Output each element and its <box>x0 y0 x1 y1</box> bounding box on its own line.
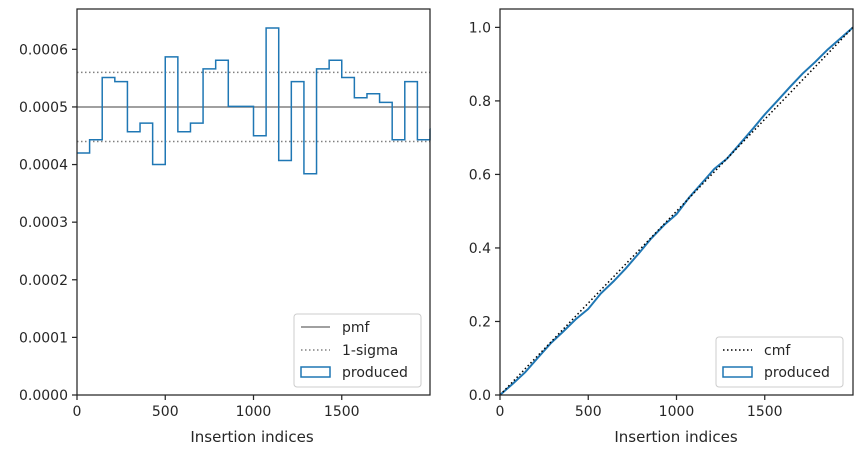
y-tick-label: 1.0 <box>469 20 491 36</box>
x-tick-label: 1500 <box>747 404 783 420</box>
x-tick-label: 1000 <box>236 404 272 420</box>
pmf-histogram-x-axis-label: Insertion indices <box>190 428 313 446</box>
legend-produced-swatch <box>300 366 331 378</box>
legend-box <box>293 313 422 388</box>
legend-sigma-label: 1-sigma <box>342 343 398 359</box>
y-tick-label: 0.0005 <box>19 100 68 116</box>
y-tick-label: 0.0004 <box>19 158 68 174</box>
legend-produced-label: produced <box>342 365 408 381</box>
y-tick-label: 0.0001 <box>19 330 68 346</box>
legend-cmf-label: cmf <box>764 343 791 359</box>
cmf-x-axis-label: Insertion indices <box>614 428 737 446</box>
y-tick-label: 0.0 <box>469 388 491 404</box>
y-tick-label: 0.8 <box>469 94 491 110</box>
y-tick-label: 0.4 <box>469 241 491 257</box>
cmf-legend: cmf produced <box>715 336 844 388</box>
legend-pmf-label: pmf <box>342 320 371 336</box>
x-tick-label: 0 <box>73 404 82 420</box>
y-tick-label: 0.2 <box>469 314 491 330</box>
legend-produced-swatch <box>722 366 753 378</box>
x-tick-label: 0 <box>496 404 505 420</box>
y-tick-label: 0.0000 <box>19 388 68 404</box>
produced-histogram-step <box>77 27 431 175</box>
y-tick-label: 0.0003 <box>19 215 68 231</box>
y-tick-label: 0.6 <box>469 167 491 183</box>
cmf-panel: 0 500 1000 1500 0.0 0.2 0.4 0.6 0.8 1.0 Insertion… <box>469 8 854 446</box>
cmf-line <box>499 26 854 396</box>
produced-cumulative-line <box>499 26 854 396</box>
legend-produced-label: produced <box>764 365 830 381</box>
pmf-histogram-panel: 0 500 1000 1500 0.0000 0.0001 0.0002 0.0003 0.00… <box>19 8 431 446</box>
cmf-ticks: 0 500 1000 1500 0.0 0.2 0.4 0.6 0.8 1.0 <box>469 20 783 420</box>
x-tick-label: 1000 <box>659 404 695 420</box>
x-tick-label: 500 <box>575 404 602 420</box>
cmf-data <box>499 26 854 396</box>
x-tick-label: 1500 <box>324 404 360 420</box>
pmf-histogram-ticks: 0 500 1000 1500 0.0000 0.0001 0.0002 0.0003 0.00… <box>19 42 360 420</box>
y-tick-label: 0.0002 <box>19 273 68 289</box>
x-tick-label: 500 <box>152 404 179 420</box>
y-tick-label: 0.0006 <box>19 42 68 58</box>
pmf-histogram-legend: pmf 1-sigma produced <box>293 313 422 388</box>
pmf-histogram-data <box>77 27 431 175</box>
